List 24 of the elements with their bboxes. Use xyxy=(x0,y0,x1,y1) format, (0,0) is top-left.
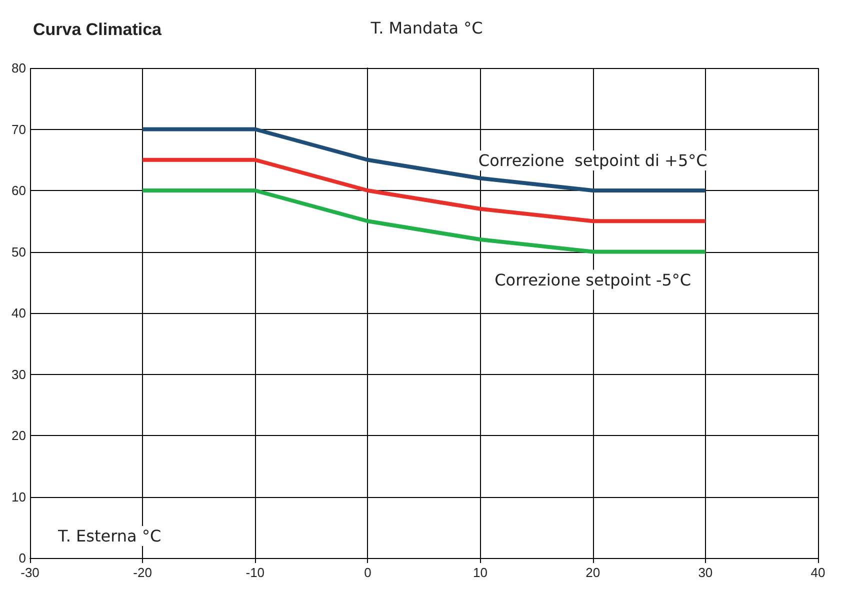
annotation: Correzione setpoint -5°C xyxy=(494,270,692,290)
x-tick-label: -30 xyxy=(20,565,40,580)
x-tick-label: 20 xyxy=(586,565,600,580)
y-tick-label: 30 xyxy=(12,366,26,382)
y-tick-label: 80 xyxy=(12,60,26,76)
y-tick-label: 50 xyxy=(12,244,26,260)
annotation: Correzione setpoint di +5°C xyxy=(478,151,708,170)
x-tick-label: 30 xyxy=(698,565,713,580)
chart-title: Curva Climatica xyxy=(33,20,162,39)
x-tick-label: 40 xyxy=(810,565,826,580)
y-tick-label: 0 xyxy=(18,550,26,566)
y-tick-label: 10 xyxy=(12,489,26,504)
y-axis-title: T. Mandata °C xyxy=(370,18,483,38)
y-tick-label: 20 xyxy=(12,428,26,443)
x-tick-label: 0 xyxy=(364,565,372,580)
line-series xyxy=(140,188,708,254)
x-tick-label: -20 xyxy=(133,565,152,580)
x-tick-label: 10 xyxy=(473,565,488,580)
y-tick-label: 70 xyxy=(12,122,26,137)
y-tick-label: 40 xyxy=(12,306,26,320)
x-tick-label: -10 xyxy=(246,565,265,580)
line-series xyxy=(140,127,708,192)
x-axis-title: T. Esterna °C xyxy=(57,526,162,546)
y-tick-label: 60 xyxy=(12,183,26,198)
